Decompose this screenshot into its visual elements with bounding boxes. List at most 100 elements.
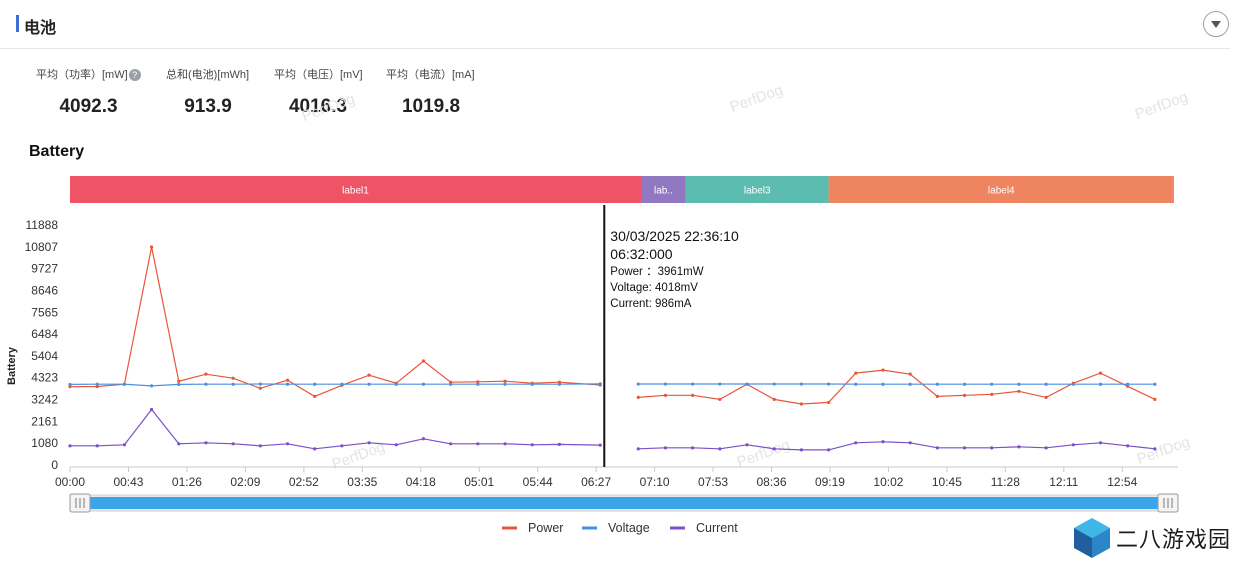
section-accent-bar <box>16 15 19 32</box>
y-tick-label: 6484 <box>31 327 58 341</box>
data-point-voltage <box>204 382 208 386</box>
stat-label: 平均（电压）[mV] <box>274 69 363 81</box>
data-point-current <box>394 443 398 447</box>
label-band[interactable] <box>828 176 1174 203</box>
data-point-current <box>313 447 317 451</box>
series-line-voltage <box>69 383 601 387</box>
tooltip-line: Power ：3961mW <box>610 266 703 278</box>
data-point-voltage <box>421 382 426 386</box>
legend-label-power[interactable]: Power <box>528 521 563 535</box>
data-point-voltage <box>908 382 912 386</box>
data-point-voltage <box>718 382 722 386</box>
data-point-current <box>1017 445 1021 449</box>
chart-title: Battery <box>29 143 85 160</box>
data-point-voltage <box>990 382 994 386</box>
data-point-current <box>503 442 507 446</box>
x-tick-label: 12:11 <box>1049 475 1078 489</box>
data-point-current <box>598 443 602 447</box>
label-band[interactable] <box>70 176 641 203</box>
data-point-power <box>476 380 480 384</box>
watermark-text: PerfDog <box>300 90 358 125</box>
data-point-voltage <box>394 382 398 386</box>
data-point-voltage <box>745 382 749 386</box>
watermark-text: PerfDog <box>735 436 793 471</box>
y-tick-label: 4323 <box>31 371 58 385</box>
data-point-voltage <box>258 382 262 386</box>
data-point-voltage <box>962 382 967 386</box>
y-tick-label: 11888 <box>26 218 59 232</box>
tooltip-date: 30/03/2025 22:36:10 <box>610 228 739 244</box>
legend-label-current[interactable]: Current <box>696 521 738 535</box>
data-point-power <box>827 400 831 405</box>
data-point-voltage <box>772 382 776 386</box>
section-title: 电池 <box>24 20 57 37</box>
label-band[interactable] <box>640 176 686 203</box>
x-tick-label: 00:43 <box>113 475 143 489</box>
data-point-current <box>1153 447 1157 451</box>
data-point-current <box>1044 446 1048 450</box>
data-point-voltage <box>149 384 154 388</box>
data-point-power <box>636 395 640 399</box>
data-point-current <box>636 447 640 451</box>
data-point-current <box>421 437 426 441</box>
stat-label: 平均（功率）[mW]? <box>36 66 141 82</box>
legend-label-voltage[interactable]: Voltage <box>608 521 650 535</box>
label-band-text: label4 <box>988 186 1015 197</box>
data-point-current <box>367 441 371 445</box>
data-point-power <box>881 368 885 372</box>
stat-label: 平均（电流）[mA] <box>386 69 475 81</box>
series-line-current <box>70 408 601 450</box>
tooltip-line: Current: 986mA <box>610 298 692 310</box>
data-point-power <box>231 376 235 380</box>
data-point-voltage <box>663 382 668 386</box>
data-point-current <box>745 443 749 447</box>
watermark-text: PerfDog <box>1135 433 1193 468</box>
y-tick-label: 8646 <box>31 283 58 297</box>
x-tick-label: 12:54 <box>1107 475 1137 489</box>
y-tick-label: 5404 <box>31 349 58 363</box>
data-point-power <box>285 378 290 382</box>
zoom-slider-range[interactable] <box>80 497 1168 509</box>
stat-avg-power: 平均（功率）[mW]? 4092.3 <box>36 66 141 118</box>
x-tick-label: 05:44 <box>523 475 553 489</box>
x-tick-label: 05:01 <box>464 475 494 489</box>
data-point-current <box>449 442 453 446</box>
data-point-power <box>799 402 804 406</box>
data-point-voltage <box>313 382 317 386</box>
data-point-current <box>1071 443 1075 447</box>
data-point-power <box>908 372 912 376</box>
label-band-text: label3 <box>744 186 771 197</box>
data-point-current <box>908 441 912 445</box>
y-tick-label: 2161 <box>31 414 58 428</box>
data-point-voltage <box>95 382 99 386</box>
data-point-voltage <box>691 382 695 386</box>
data-point-power <box>772 397 776 401</box>
data-point-voltage <box>1126 382 1130 386</box>
y-tick-label: 7565 <box>31 305 58 319</box>
question-icon[interactable]: ? <box>128 69 141 82</box>
label-band[interactable] <box>685 176 829 203</box>
x-tick-label: 10:45 <box>932 475 962 489</box>
data-point-power <box>367 373 371 377</box>
stat-value: 4016.3 <box>288 96 348 117</box>
x-tick-label: 06:27 <box>581 475 611 489</box>
data-point-current <box>799 448 804 452</box>
data-point-power <box>68 385 72 389</box>
data-point-voltage <box>68 382 72 387</box>
data-point-power <box>503 379 507 383</box>
chevron-down-icon[interactable] <box>1203 11 1229 37</box>
data-point-power <box>421 359 426 363</box>
data-point-current <box>854 441 858 445</box>
watermark-text: PerfDog <box>1133 88 1191 123</box>
tooltip-time: 06:32:000 <box>610 246 672 262</box>
data-point-current <box>68 444 72 448</box>
data-point-voltage <box>340 382 344 386</box>
data-point-voltage <box>367 382 371 386</box>
brand-cube-icon <box>1074 518 1110 558</box>
x-tick-label: 04:18 <box>406 475 436 489</box>
data-point-current <box>1126 444 1130 448</box>
data-point-power <box>177 379 181 383</box>
data-point-voltage <box>1098 382 1103 386</box>
y-tick-label: 10807 <box>25 240 59 254</box>
